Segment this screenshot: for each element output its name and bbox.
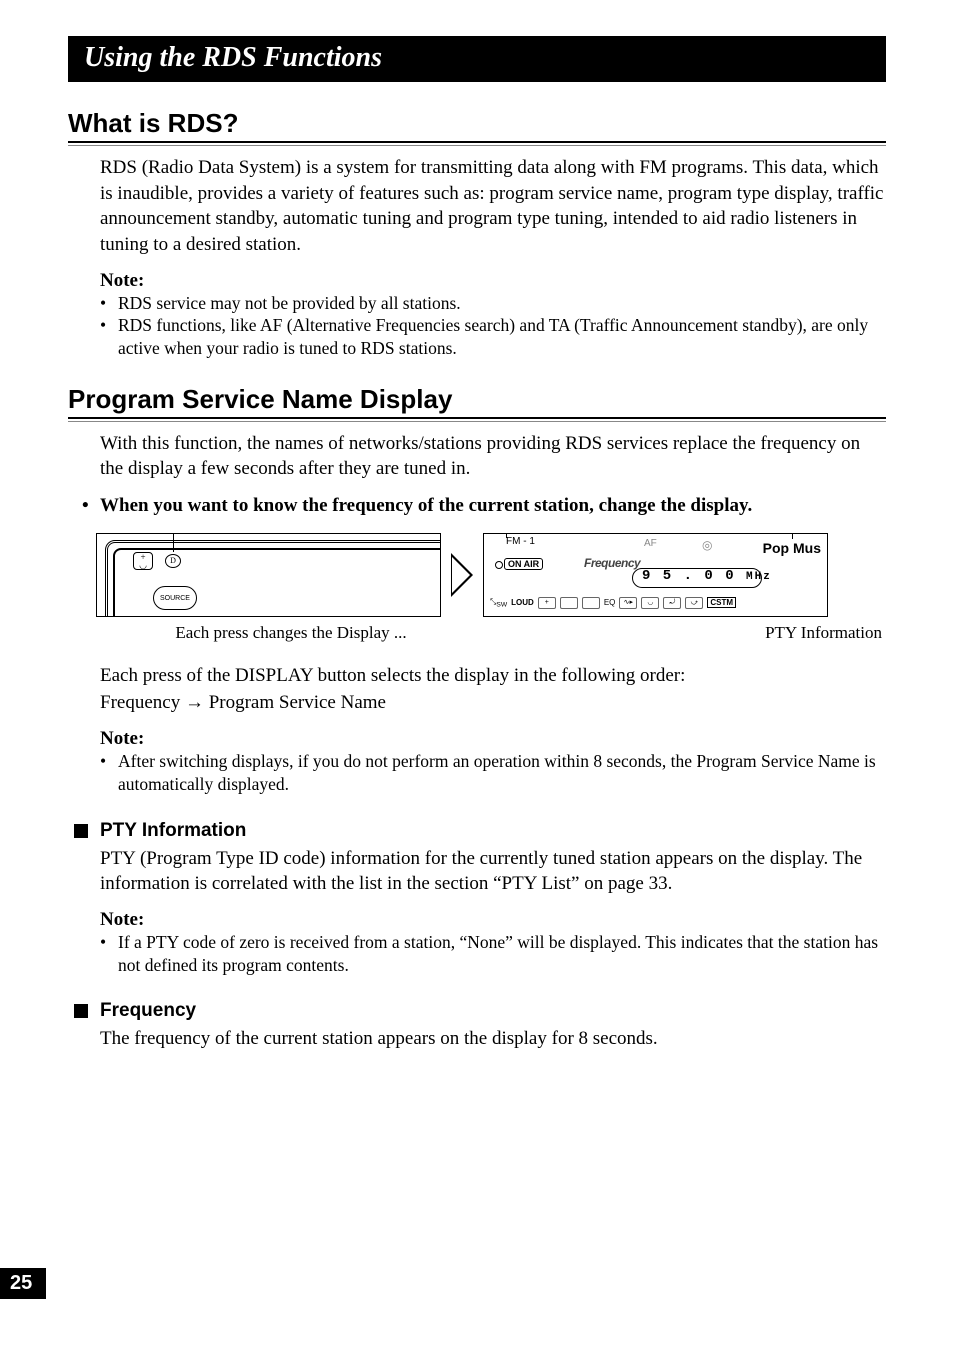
lcd-loud-icon: LOUD xyxy=(511,598,534,607)
lcd-sw-icon: ⤡SW xyxy=(490,597,507,609)
arrow-icon xyxy=(451,553,473,597)
note-item: If a PTY code of zero is received from a… xyxy=(100,931,886,977)
note-item: RDS service may not be provided by all s… xyxy=(100,292,886,315)
lcd-wave-icon: ⤻ xyxy=(685,597,703,609)
source-button-icon: SOURCE xyxy=(153,586,197,610)
subheading-frequency: Frequency xyxy=(74,1000,886,1022)
lcd-wave-icon: ∿▸ xyxy=(619,597,637,609)
lcd-onair-indicator: ON AIR xyxy=(504,558,543,570)
body-pty: PTY (Program Type ID code) information f… xyxy=(100,846,886,897)
section-what-is-rds: What is RDS? RDS (Radio Data System) is … xyxy=(68,108,886,360)
note-list-rds: RDS service may not be provided by all s… xyxy=(100,292,886,360)
lcd-bottom-icons: ⤡SW LOUD + EQ ∿▸ ◡ ⤾ ⤻ CSTM xyxy=(490,594,821,612)
display-button-icon: D xyxy=(165,554,181,568)
page-number: 25 xyxy=(0,1268,46,1299)
caption-right: PTY Information xyxy=(486,623,886,643)
lcd-eq-label: EQ xyxy=(604,598,616,607)
body-what-is-rds: RDS (Radio Data System) is a system for … xyxy=(100,155,886,258)
note-item: After switching displays, if you do not … xyxy=(100,750,886,796)
section-frequency: Frequency The frequency of the current s… xyxy=(68,1000,886,1052)
lcd-pty-text: Pop Mus xyxy=(763,540,821,556)
lcd-seg-icon: + xyxy=(538,597,556,609)
heading-psn: Program Service Name Display xyxy=(68,384,886,419)
figure-row: +◡ D SOURCE FM - 1 AF ◎ Pop Mus ON AIR F… xyxy=(96,533,886,617)
lcd-wave-icon: ⤾ xyxy=(663,597,681,609)
lcd-illustration: FM - 1 AF ◎ Pop Mus ON AIR Frequency 9 5… xyxy=(483,533,828,617)
note-label: Note: xyxy=(100,270,886,292)
device-illustration: +◡ D SOURCE xyxy=(96,533,441,617)
note-list-psn: After switching displays, if you do not … xyxy=(100,750,886,796)
chapter-banner: Using the RDS Functions xyxy=(68,36,886,82)
caption-row: Each press changes the Display ... PTY I… xyxy=(96,623,886,643)
lcd-band: FM - 1 xyxy=(506,536,535,547)
body-frequency: The frequency of the current station app… xyxy=(100,1026,886,1052)
lcd-seg-icon xyxy=(582,597,600,609)
lcd-af-indicator: AF xyxy=(644,538,657,549)
square-bullet-icon xyxy=(74,824,88,838)
action-line: •When you want to know the frequency of … xyxy=(68,494,886,519)
subheading-pty: PTY Information xyxy=(74,820,886,842)
note-label: Note: xyxy=(100,909,886,931)
section-psn: Program Service Name Display With this f… xyxy=(68,384,886,796)
lcd-frequency-label: Frequency xyxy=(584,556,640,570)
square-bullet-icon xyxy=(74,1004,88,1018)
volume-pad: +◡ xyxy=(133,552,153,570)
display-order: Frequency → Program Service Name xyxy=(100,690,886,716)
lcd-frequency-value: 9 5 . 0 0 MHz xyxy=(642,568,772,584)
subheading-pty-text: PTY Information xyxy=(100,820,246,842)
body-psn: With this function, the names of network… xyxy=(100,431,886,482)
lcd-wave-icon: ◡ xyxy=(641,597,659,609)
lcd-cd-icon: ◎ xyxy=(702,538,712,552)
note-label: Note: xyxy=(100,728,886,750)
note-list-pty: If a PTY code of zero is received from a… xyxy=(100,931,886,977)
display-order-intro: Each press of the DISPLAY button selects… xyxy=(100,663,886,689)
subheading-frequency-text: Frequency xyxy=(100,1000,196,1022)
caption-left: Each press changes the Display ... xyxy=(96,623,486,643)
heading-what-is-rds: What is RDS? xyxy=(68,108,886,143)
action-text: When you want to know the frequency of t… xyxy=(100,495,752,516)
section-pty: PTY Information PTY (Program Type ID cod… xyxy=(68,820,886,977)
note-item: RDS functions, like AF (Alternative Freq… xyxy=(100,314,886,360)
lcd-cstm-indicator: CSTM xyxy=(707,597,736,608)
lcd-seg-icon xyxy=(560,597,578,609)
right-arrow-icon: → xyxy=(185,692,209,713)
